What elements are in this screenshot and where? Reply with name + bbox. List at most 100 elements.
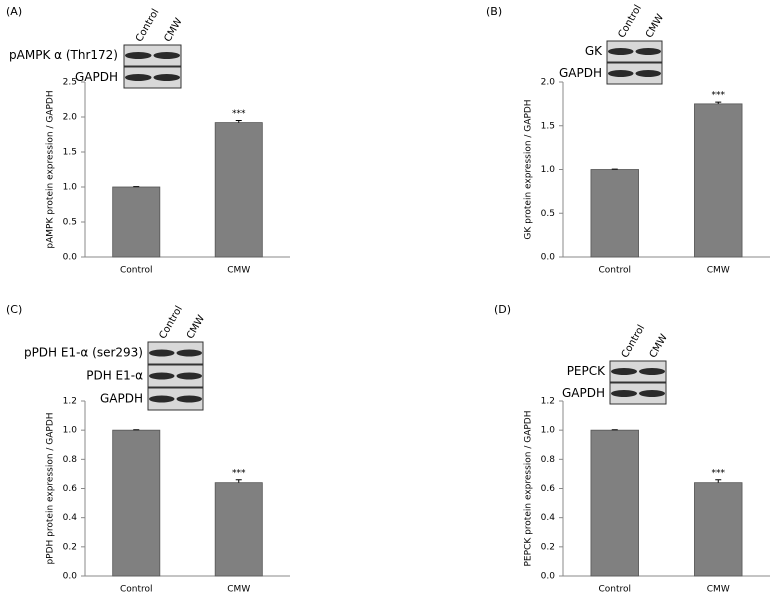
y-tick-label: 0.5: [63, 218, 77, 228]
x-tick-label: CMW: [707, 585, 730, 595]
blot-band: [639, 368, 665, 375]
blot-band: [611, 368, 637, 375]
y-tick-label: 1.0: [63, 426, 78, 436]
blot-label: pAMPK α (Thr172): [9, 48, 118, 62]
x-tick-label: Control: [598, 266, 631, 276]
lane-label: CMW: [648, 332, 670, 360]
blot-band: [608, 70, 634, 77]
blot-frame: [147, 341, 204, 365]
significance: ***: [232, 109, 246, 119]
blot-band: [125, 52, 152, 59]
error-bar: [235, 120, 242, 123]
error-bar: [235, 479, 242, 483]
blot-label: GAPDH: [75, 70, 118, 84]
panel-label: (B): [486, 5, 502, 18]
y-tick-label: 1.0: [541, 165, 556, 175]
y-axis-label: pAMPK protein expression / GAPDH: [46, 90, 56, 248]
y-tick-label: 0.0: [63, 572, 78, 582]
y-tick-label: 0.8: [63, 455, 78, 465]
lane-label: Control: [620, 323, 648, 360]
y-tick-label: 1.5: [63, 148, 77, 158]
error-bar: [715, 479, 722, 483]
blot-label: pPDH E1-α (ser293): [24, 346, 143, 360]
blot-label: GAPDH: [562, 386, 605, 400]
y-tick-label: 0.8: [541, 455, 556, 465]
bar: [590, 169, 639, 258]
blot-band: [176, 395, 202, 403]
error-bar: [715, 101, 722, 104]
lane-label: Control: [157, 304, 185, 341]
y-tick-label: 0.2: [63, 542, 77, 552]
bar: [590, 429, 639, 577]
panel-label: (C): [6, 303, 22, 316]
blot-label: PEPCK: [567, 364, 606, 378]
y-tick-label: 0.2: [541, 542, 555, 552]
blot-label: GAPDH: [559, 66, 602, 80]
blot-band: [639, 390, 665, 397]
lane-label: Control: [134, 7, 162, 44]
blot-frame: [123, 66, 182, 89]
x-tick-label: Control: [120, 585, 153, 595]
blot-band: [611, 390, 637, 397]
bar: [694, 482, 743, 577]
y-tick-label: 1.0: [63, 183, 78, 193]
y-tick-label: 1.2: [63, 397, 77, 407]
y-tick-label: 1.2: [541, 397, 555, 407]
lane-label: CMW: [644, 12, 666, 40]
blot-frame: [147, 387, 204, 411]
blot-frame: [606, 40, 663, 63]
blot-frame: [606, 62, 663, 85]
blot-band: [635, 48, 661, 55]
y-tick-label: 1.5: [541, 121, 555, 131]
y-tick-label: 0.5: [541, 209, 555, 219]
blot-label: PDH E1-α: [86, 369, 143, 383]
x-tick-label: CMW: [707, 266, 730, 276]
blot-band: [153, 52, 180, 59]
bar: [112, 186, 161, 258]
significance: ***: [712, 91, 726, 101]
bar: [214, 482, 263, 577]
y-tick-label: 2.0: [541, 78, 556, 88]
lane-label: Control: [616, 3, 644, 40]
y-tick-label: 0.0: [541, 253, 556, 263]
panel-label: (A): [6, 5, 22, 18]
y-tick-label: 0.4: [541, 513, 556, 523]
x-tick-label: CMW: [227, 266, 250, 276]
y-tick-label: 0.6: [541, 484, 556, 494]
blot-band: [149, 395, 175, 403]
blot-band: [149, 349, 175, 357]
blot-band: [608, 48, 634, 55]
y-axis-label: pPDH protein expression / GAPDH: [46, 412, 56, 564]
blot-label: GAPDH: [100, 392, 143, 406]
y-tick-label: 2.5: [63, 78, 77, 88]
blot-label: GK: [585, 44, 603, 58]
lane-label: CMW: [162, 16, 184, 44]
y-tick-label: 0.6: [63, 484, 78, 494]
y-tick-label: 0.4: [63, 513, 78, 523]
blot-frame: [609, 360, 667, 383]
significance: ***: [712, 468, 726, 478]
y-axis-label: GK protein expression / GAPDH: [524, 99, 534, 239]
blot-band: [176, 349, 202, 357]
blot-band: [153, 74, 180, 81]
x-tick-label: Control: [120, 266, 153, 276]
blot-band: [176, 372, 202, 380]
x-tick-label: Control: [598, 585, 631, 595]
bar: [214, 122, 263, 258]
y-tick-label: 0.0: [541, 572, 556, 582]
panel-label: (D): [494, 303, 511, 316]
bar: [694, 103, 743, 258]
y-tick-label: 2.0: [63, 113, 78, 123]
bar: [112, 429, 161, 577]
blot-band: [125, 74, 152, 81]
blot-frame: [123, 44, 182, 67]
blot-frame: [609, 382, 667, 405]
y-tick-label: 0.0: [63, 253, 78, 263]
y-axis-label: PEPCK protein expression / GAPDH: [524, 411, 534, 567]
significance: ***: [232, 468, 246, 478]
x-tick-label: CMW: [227, 585, 250, 595]
blot-frame: [147, 364, 204, 388]
y-tick-label: 1.0: [541, 426, 556, 436]
blot-band: [635, 70, 661, 77]
